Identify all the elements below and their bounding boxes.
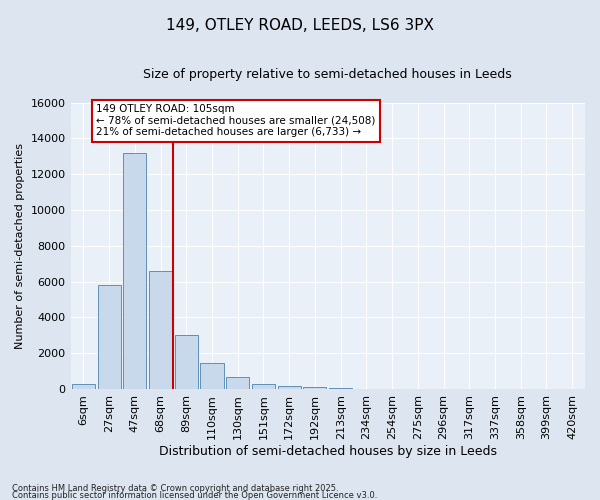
Text: 149 OTLEY ROAD: 105sqm
← 78% of semi-detached houses are smaller (24,508)
21% of: 149 OTLEY ROAD: 105sqm ← 78% of semi-det… [96,104,376,138]
Bar [175,336,198,389]
Text: Contains HM Land Registry data © Crown copyright and database right 2025.: Contains HM Land Registry data © Crown c… [12,484,338,493]
Text: 149, OTLEY ROAD, LEEDS, LS6 3PX: 149, OTLEY ROAD, LEEDS, LS6 3PX [166,18,434,32]
Y-axis label: Number of semi-detached properties: Number of semi-detached properties [15,143,25,349]
Bar [252,384,275,389]
X-axis label: Distribution of semi-detached houses by size in Leeds: Distribution of semi-detached houses by … [159,444,497,458]
Bar [200,363,224,389]
Bar [329,388,352,389]
Bar [278,386,301,389]
Bar [149,271,172,389]
Bar [98,285,121,389]
Text: Contains public sector information licensed under the Open Government Licence v3: Contains public sector information licen… [12,491,377,500]
Bar [226,378,250,389]
Bar [72,384,95,389]
Bar [123,152,146,389]
Title: Size of property relative to semi-detached houses in Leeds: Size of property relative to semi-detach… [143,68,512,80]
Bar [304,388,326,389]
